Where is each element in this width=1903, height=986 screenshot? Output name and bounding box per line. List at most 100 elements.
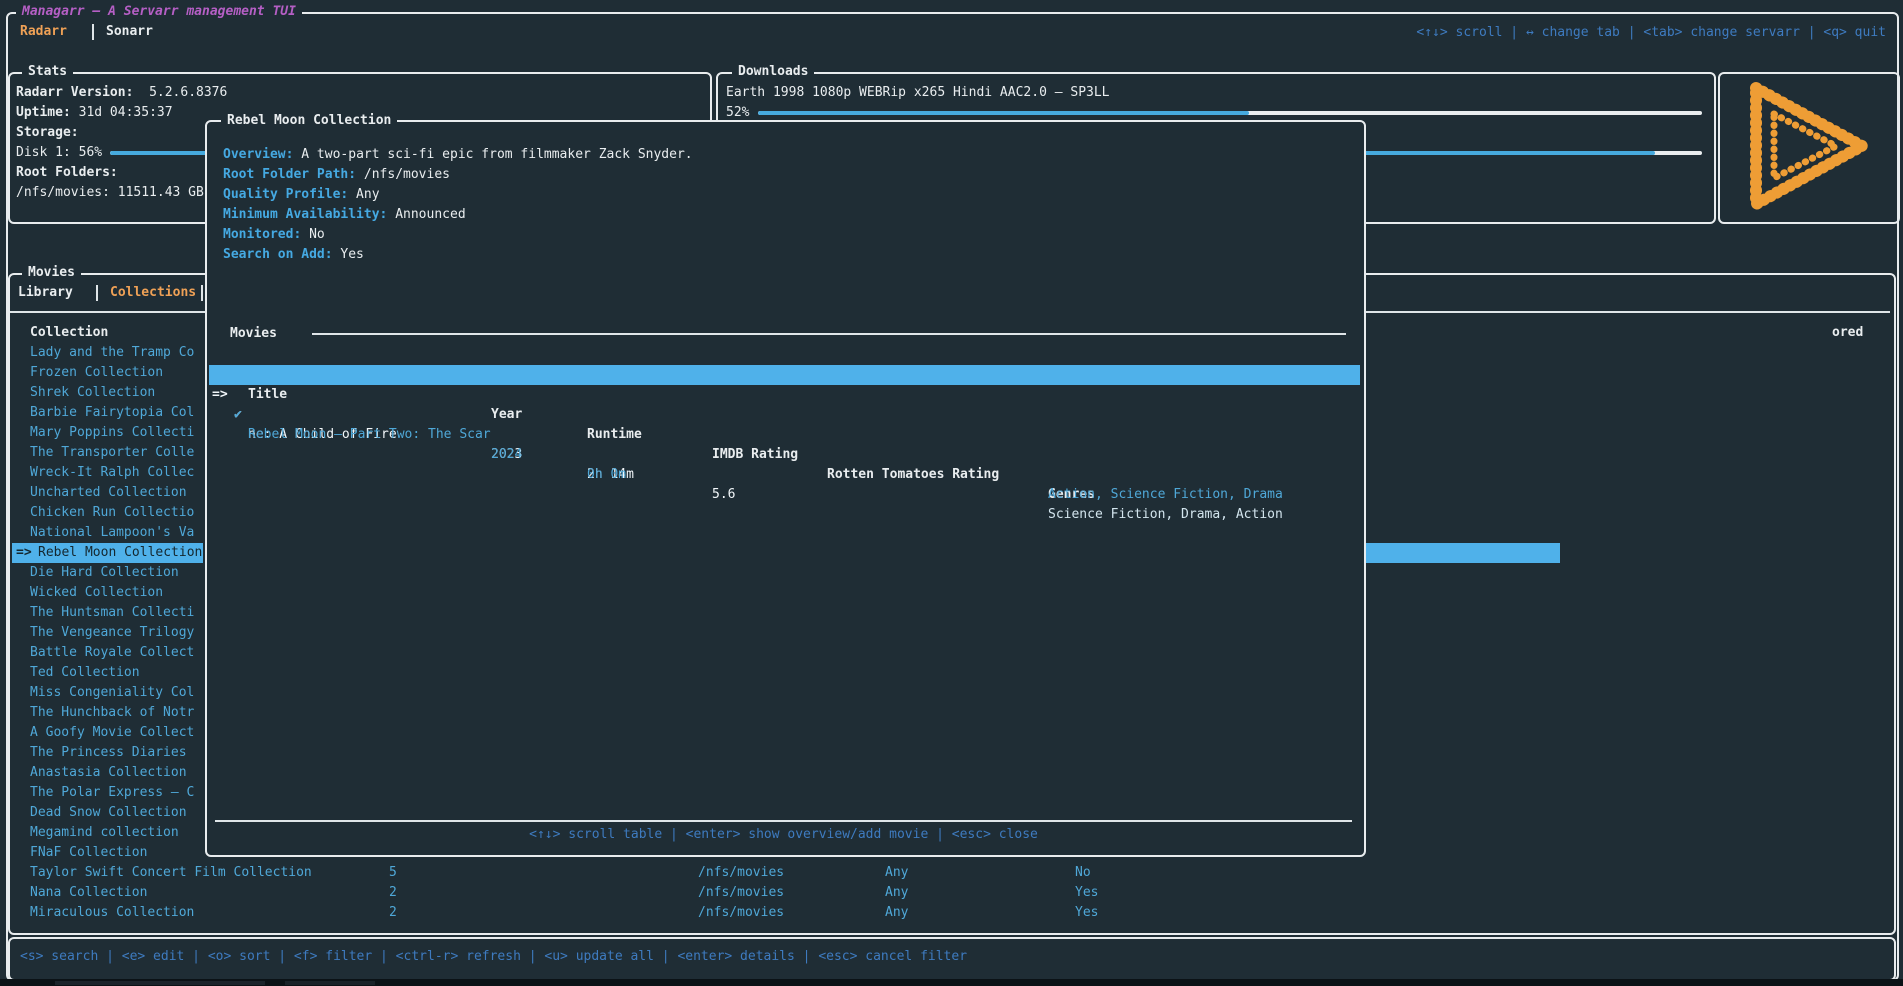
collection-row[interactable]: Uncharted Collection <box>12 483 1892 503</box>
row-check: ✔ <box>234 407 242 422</box>
collection-name: The Transporter Colle <box>30 445 195 460</box>
modal-field-label: Root Folder Path: <box>223 167 357 182</box>
top-keybind-hints: <↑↓> scroll | ↔ change tab | <tab> chang… <box>1416 25 1886 40</box>
collection-row[interactable]: The Transporter Colle <box>12 443 1892 463</box>
row-runtime: 2h 14m <box>587 467 634 482</box>
tab-library[interactable]: Library <box>18 285 73 300</box>
collection-row[interactable]: Battle Royale Collect <box>12 643 1892 663</box>
collection-row[interactable]: FNaF Collection <box>12 843 1892 863</box>
radarr-logo-icon <box>1744 77 1875 216</box>
download-progress-gauge <box>758 111 1702 115</box>
collection-count: 2 <box>389 905 397 920</box>
collection-name: The Vengeance Trilogy <box>30 625 195 640</box>
collection-quality: Any <box>885 905 909 920</box>
collection-row[interactable]: Ted Collection <box>12 663 1892 683</box>
collection-name: Miraculous Collection <box>30 905 195 920</box>
collections-column-header: Collection <box>30 325 109 340</box>
header-year: Year <box>491 407 523 422</box>
collection-name: Chicken Run Collectio <box>30 505 195 520</box>
collection-quality: Any <box>885 885 909 900</box>
collection-row[interactable]: A Goofy Movie Collect <box>12 723 1892 743</box>
modal-field-label: Overview: <box>223 147 294 162</box>
collection-row[interactable]: Wicked Collection <box>12 583 1892 603</box>
modal-selected-row-highlight <box>209 365 1360 385</box>
collection-row[interactable]: Shrek Collection <box>12 383 1892 403</box>
tab-separator <box>92 24 94 40</box>
collection-name: Miss Congeniality Col <box>30 685 195 700</box>
collection-row[interactable]: Barbie Fairytopia Col <box>12 403 1892 423</box>
terminal-strip <box>0 979 1903 986</box>
tab-sonarr[interactable]: Sonarr <box>106 24 153 39</box>
row-cursor-arrow: => <box>212 387 228 402</box>
collection-row[interactable]: The Princess Diaries <box>12 743 1892 763</box>
header-rotten: Rotten Tomatoes Rating <box>827 467 1000 482</box>
collection-row[interactable]: Lady and the Tramp Co <box>12 343 1892 363</box>
collection-row[interactable]: Wreck-It Ralph Collec <box>12 463 1892 483</box>
header-title: Title <box>248 387 288 402</box>
modal-field: Monitored: No <box>223 225 325 245</box>
modal-footer-separator <box>215 820 1352 822</box>
modal-table-header: ✔ Title Year Runtime IMDB Rating Rotten … <box>207 345 1360 502</box>
row-cursor-arrow: => <box>16 545 32 560</box>
collection-name: A Goofy Movie Collect <box>30 725 195 740</box>
collection-details-modal: Rebel Moon Collection Overview: A two-pa… <box>205 112 1366 857</box>
movies-tab-separator <box>96 285 98 301</box>
stats-version-label: Radarr Version: <box>16 85 134 100</box>
collection-row[interactable]: Anastasia Collection <box>12 763 1892 783</box>
movie-row[interactable]: ✔ Rebel Moon – Part Two: The Scar 2024 0… <box>207 385 1360 502</box>
collection-row[interactable]: Chicken Run Collectio <box>12 503 1892 523</box>
collection-name: Megamind collection <box>30 825 179 840</box>
collection-name: Rebel Moon Collection <box>38 545 203 560</box>
collection-name: Dead Snow Collection <box>30 805 187 820</box>
stats-version-value: 5.2.6.8376 <box>149 85 228 100</box>
modal-field: Quality Profile: Any <box>223 185 380 205</box>
collection-name: Uncharted Collection <box>30 485 187 500</box>
stats-disk-label: Disk 1: <box>16 145 71 160</box>
collection-row[interactable]: The Vengeance Trilogy <box>12 623 1892 643</box>
collection-quality: Any <box>885 865 909 880</box>
download-item-percent: 52% <box>726 105 750 120</box>
bottom-keybind-hints: <s> search | <e> edit | <o> sort | <f> f… <box>20 949 968 964</box>
collection-root_folder: /nfs/movies <box>698 885 785 900</box>
collection-row[interactable]: The Polar Express – C <box>12 783 1892 803</box>
tab-collections[interactable]: Collections <box>110 285 197 300</box>
collection-name: The Princess Diaries <box>30 745 187 760</box>
row-year: 2024 <box>491 447 523 462</box>
collection-row[interactable]: Miraculous Collection 2/nfs/movies Any Yes <box>12 903 1892 923</box>
collection-row[interactable]: Dead Snow Collection <box>12 803 1892 823</box>
modal-field-label: Search on Add: <box>223 247 333 262</box>
stats-root-folders-label: Root Folders: <box>16 165 118 180</box>
stats-uptime-value: 31d 04:35:37 <box>78 105 173 120</box>
collection-name: Shrek Collection <box>30 385 156 400</box>
movie-row[interactable]: => ✔ ne: A Child of Fire 2023 2h 14m 5.6… <box>207 365 1360 522</box>
collection-name: Mary Poppins Collecti <box>30 425 195 440</box>
monitored-header-fragment: ored <box>1832 325 1864 340</box>
collection-row[interactable]: National Lampoon's Va <box>12 523 1892 543</box>
row-genres: Science Fiction, Drama, Action <box>1048 507 1283 522</box>
row-imdb: 5.6 <box>712 487 736 502</box>
collection-row[interactable]: Nana Collection 2/nfs/movies Any Yes <box>12 883 1892 903</box>
modal-fields: Overview: A two-part sci-fi epic from fi… <box>207 122 1360 422</box>
download-item-name: Earth 1998 1080p WEBRip x265 Hindi AAC2.… <box>726 85 1110 100</box>
collection-name: Battle Royale Collect <box>30 645 195 660</box>
collection-row[interactable]: Miss Congeniality Col <box>12 683 1892 703</box>
collection-row[interactable]: The Huntsman Collecti <box>12 603 1892 623</box>
collection-name: The Huntsman Collecti <box>30 605 195 620</box>
collection-name: Barbie Fairytopia Col <box>30 405 195 420</box>
collection-row[interactable]: Die Hard Collection <box>12 563 1892 583</box>
movies-tab-separator-2 <box>201 285 203 301</box>
collection-name: The Hunchback of Notr <box>30 705 195 720</box>
collection-row-selected[interactable]: => Rebel Moon Collection <box>12 543 203 563</box>
collection-monitored: Yes <box>1075 885 1099 900</box>
collection-row[interactable]: Mary Poppins Collecti <box>12 423 1892 443</box>
collection-row[interactable]: Frozen Collection <box>12 363 1892 383</box>
modal-field-value: Any <box>348 187 380 202</box>
collection-row[interactable]: Taylor Swift Concert Film Collection 5/nf… <box>12 863 1892 883</box>
collection-row[interactable]: Megamind collection <box>12 823 1892 843</box>
modal-field-value: No <box>301 227 325 242</box>
tab-radarr[interactable]: Radarr <box>20 24 67 39</box>
collection-name: The Polar Express – C <box>30 785 195 800</box>
collection-row[interactable]: The Hunchback of Notr <box>12 703 1892 723</box>
collection-name: Die Hard Collection <box>30 565 179 580</box>
collection-monitored: Yes <box>1075 905 1099 920</box>
